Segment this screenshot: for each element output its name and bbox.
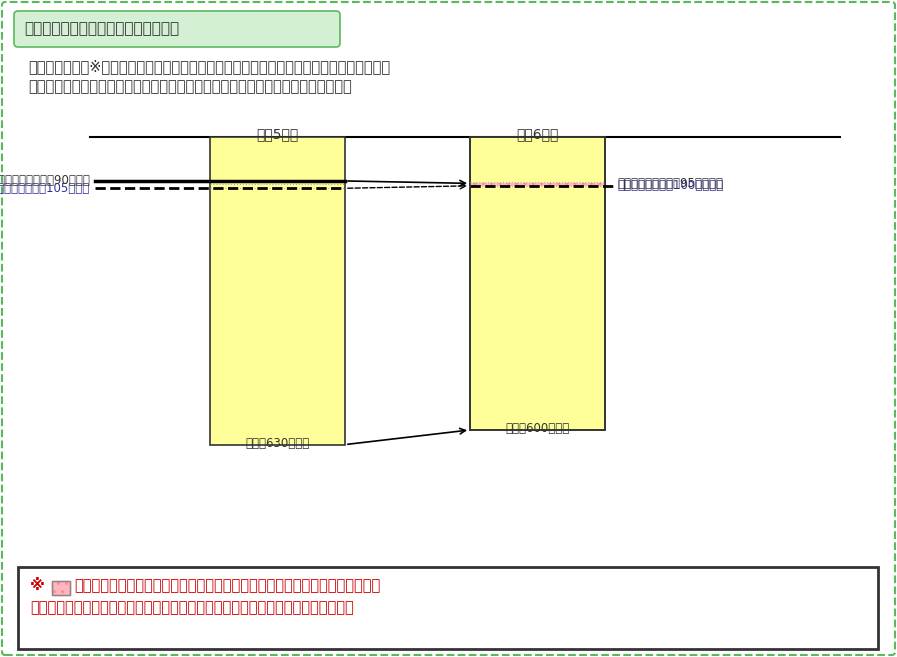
Text: 令和5年度: 令和5年度 [257, 127, 299, 141]
Text: 令和6年度: 令和6年度 [517, 127, 559, 141]
Text: 本則課税標準額（100万円）＿: 本則課税標準額（100万円）＿ [617, 179, 723, 193]
Text: 地価の下落（※）により、価格が６３０万円から６００万円に下方修正されたが、負担水: 地価の下落（※）により、価格が６３０万円から６００万円に下方修正されたが、負担水 [28, 59, 390, 74]
Bar [52, 581, 70, 595]
Text: 本則課税標準額（105万円）: 本則課税標準額（105万円） [0, 182, 90, 194]
Text: 準が１００％未満であったため、実際の課税標準額は令和５年度よりも上昇した。: 準が１００％未満であったため、実際の課税標準額は令和５年度よりも上昇した。 [28, 79, 352, 94]
Bar [470, 137, 605, 430]
Bar [470, 137, 605, 430]
Bar [210, 137, 345, 445]
Text: 価格（630万円）: 価格（630万円） [246, 437, 309, 449]
Text: 実際の課税標準額（95万円）＿: 実際の課税標準額（95万円）＿ [617, 177, 723, 190]
Bar [470, 183, 605, 186]
Text: 部分が、本則課税標準額との乖離になります。乖離がなくなる（実際の課税標: 部分が、本則課税標準額との乖離になります。乖離がなくなる（実際の課税標 [74, 578, 380, 593]
FancyBboxPatch shape [14, 11, 340, 47]
Text: 準額が本則課税標準額になる）まで、段階的に実際の課税標準額が上昇します。: 準額が本則課税標準額になる）まで、段階的に実際の課税標準額が上昇します。 [30, 600, 353, 615]
Text: 価格（600万円）: 価格（600万円） [505, 422, 570, 435]
Text: 小規模住宅用地の課税標準額の変動例: 小規模住宅用地の課税標準額の変動例 [24, 22, 179, 37]
Text: ※: ※ [30, 578, 45, 593]
Bar [52, 581, 70, 595]
Text: 実際の課税標準額（90万円）: 実際の課税標準額（90万円） [0, 175, 90, 187]
Bar [18, 567, 878, 649]
